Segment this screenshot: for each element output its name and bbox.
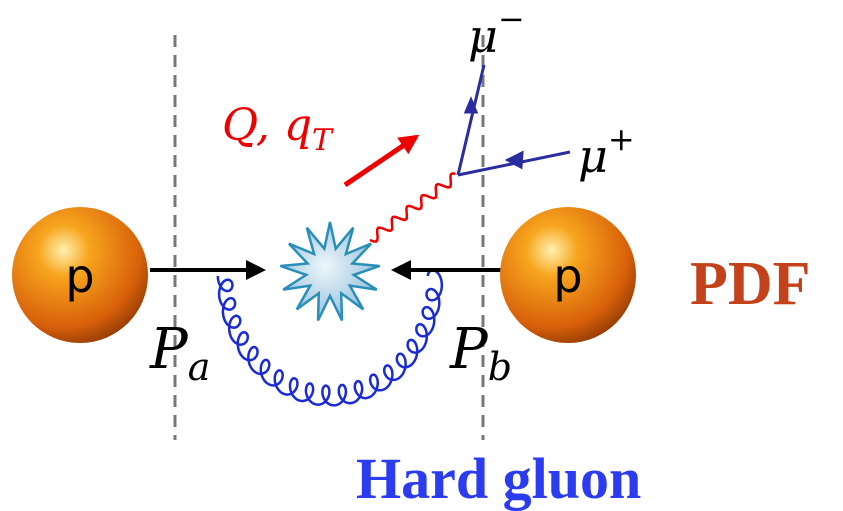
momentum-arrow [345,137,416,185]
superscript: − [498,0,525,38]
symbol: μ [468,9,498,63]
boson-label: Q, qT [222,100,334,158]
symbol: P [449,317,489,382]
lepton-label: μ− [468,0,525,63]
symbol: P [149,317,189,382]
subscript: T [312,123,334,158]
gluon-label: Hard gluon [356,446,641,511]
superscript: + [608,120,635,158]
subscript: a [188,345,211,389]
muon-lines [458,65,570,175]
proton-label: p [65,249,94,303]
proton-label: p [553,249,582,303]
pdf-label: PDF [690,250,811,318]
vertex [280,222,379,321]
photon [370,173,456,241]
momentum-label: Pb [449,317,512,389]
subscript: b [488,345,512,389]
momentum-label: Pa [149,317,210,389]
lepton-label: μ+ [578,120,635,183]
diagram: p p Pa Pb Q, qT μ− μ+ PDF Hard gluon [0,0,843,511]
symbol: μ [578,129,608,183]
symbol: Q, q [222,100,312,151]
